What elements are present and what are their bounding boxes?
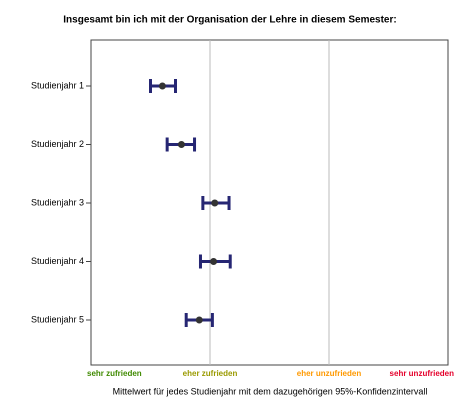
x-axis-label: Mittelwert für jedes Studienjahr mit dem… [113,386,428,396]
y-tick-label: Studienjahr 2 [31,139,84,149]
y-tick-label: Studienjahr 5 [31,314,84,324]
mean-point [195,316,203,324]
mean-point [177,141,185,148]
mean-point [210,258,218,265]
y-tick-label: Studienjahr 3 [31,197,84,207]
chart-title: Insgesamt bin ich mit der Organisation d… [63,15,396,26]
mean-point [211,199,219,207]
x-tick-label: sehr unzufrieden [390,369,455,378]
plot-frame [90,39,449,366]
x-tick-label: eher zufrieden [183,369,238,378]
y-tick-label: Studienjahr 4 [31,256,84,266]
x-tick-label: eher unzufrieden [297,369,362,378]
y-tick-label: Studienjahr 1 [31,80,84,90]
x-tick-label: sehr zufrieden [87,369,142,378]
mean-point [158,82,166,90]
